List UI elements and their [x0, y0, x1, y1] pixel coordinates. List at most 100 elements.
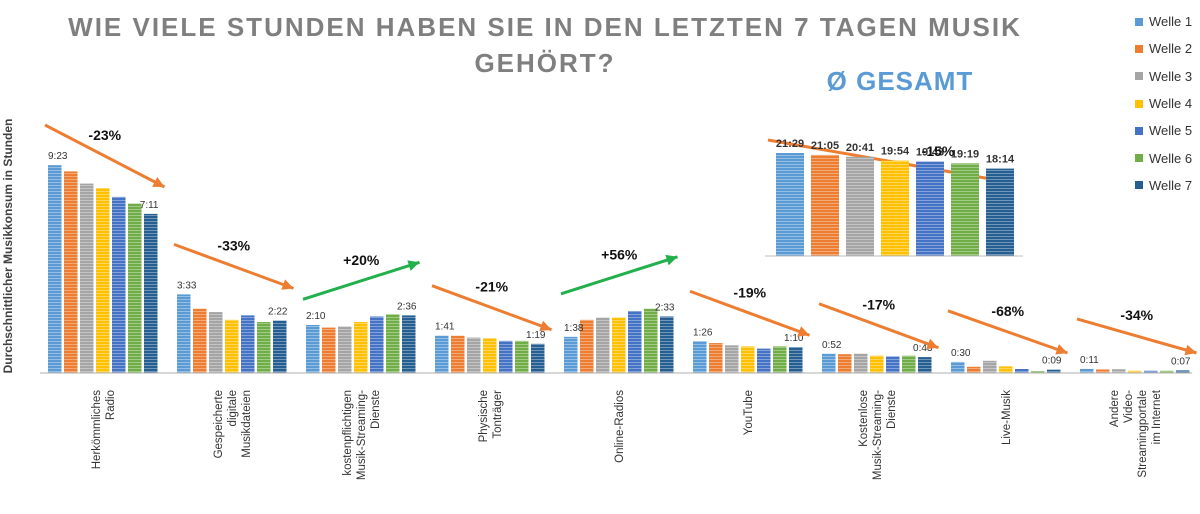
bar-texture	[467, 337, 481, 373]
value-labels-group: 9:23 7:11 -23% 3:33 2:22 -33% 2:10 2:36 +20% 1:41…	[48, 127, 1191, 367]
legend-label: Welle 7	[1149, 177, 1193, 193]
category-label-line: Streamingportale	[1137, 390, 1149, 478]
bar-texture	[902, 355, 916, 373]
bar-texture	[128, 203, 142, 373]
data-label-first: 1:26	[693, 327, 713, 338]
data-label-first: 2:10	[306, 311, 326, 322]
data-label-last: 0:07	[1171, 356, 1191, 367]
bar-texture	[1112, 369, 1126, 373]
category-label-line: Andere	[1109, 390, 1121, 427]
percent-change-label: +56%	[601, 246, 638, 262]
legend-item: Welle 5	[1135, 117, 1192, 144]
inset-bar-texture	[846, 156, 874, 256]
bar-texture	[951, 361, 965, 373]
category-label-line: Video-	[1123, 390, 1135, 423]
category-label: Andere Video- Streamingportale im Internet	[1109, 389, 1163, 477]
category-label-line: Musik-Streaming-	[356, 390, 368, 480]
bar-texture	[273, 320, 287, 373]
bar-texture	[660, 316, 674, 373]
bar-texture	[596, 317, 610, 373]
bar-texture	[612, 317, 626, 373]
category-label-line: YouTube	[743, 390, 755, 435]
bar-texture	[531, 343, 545, 373]
bar-texture	[983, 360, 997, 373]
legend-swatch	[1135, 72, 1143, 81]
category-labels-group: Herkömmliches Radio Gespeicherte digitale Mu…	[91, 389, 1163, 480]
category-label-line: Dienste	[370, 390, 382, 429]
bar-texture	[1015, 369, 1029, 373]
legend-swatch	[1135, 154, 1143, 163]
percent-change-label: -19%	[733, 284, 766, 300]
category-label: Gespeicherte digitale Musikdateien	[213, 390, 253, 458]
category-label: Online-Radios	[614, 390, 626, 463]
bar-texture	[838, 354, 852, 373]
category-label-line: Radio	[105, 390, 117, 420]
bar-texture	[789, 347, 803, 373]
legend-label: Welle 1	[1149, 14, 1193, 30]
legend-swatch	[1135, 17, 1143, 26]
trend-arrow-down	[44, 123, 166, 189]
bar-texture	[80, 183, 94, 373]
data-label-first: 1:38	[564, 323, 584, 334]
inset-data-label: 19:19	[951, 148, 979, 160]
bar-texture	[1096, 369, 1110, 373]
bar-texture	[386, 314, 400, 373]
inset-data-label: 19:54	[881, 146, 910, 158]
data-label-first: 9:23	[48, 151, 68, 162]
inset-data-label: 21:05	[811, 140, 839, 152]
bar-texture	[693, 341, 707, 373]
legend-item: Welle 6	[1135, 144, 1192, 171]
bar-texture	[48, 165, 62, 373]
bar-texture	[96, 188, 110, 373]
inset-chart-group: 21:29 21:05 20:41 19:54 19:43 19:19 18:14 -15%	[765, 138, 1023, 257]
inset-data-label: 18:14	[986, 154, 1015, 166]
legend-label: Welle 2	[1149, 41, 1193, 57]
legend-item: Welle 2	[1135, 35, 1192, 62]
bar-texture	[999, 366, 1013, 373]
category-label-line: Live-Musik	[1001, 390, 1013, 445]
legend-swatch	[1135, 44, 1143, 53]
category-label: kostenpflichtigen Musik-Streaming- Dienste	[342, 390, 382, 480]
legend-label: Welle 6	[1149, 150, 1193, 166]
bar-texture	[338, 326, 352, 373]
legend-item: Welle 1	[1135, 8, 1192, 35]
chart-title-line-2: GEHÖRT?	[474, 48, 616, 78]
trend-arrow-down	[818, 302, 940, 350]
legend-swatch	[1135, 99, 1143, 108]
inset-bar-texture	[951, 163, 979, 256]
category-label-line: Musik-Streaming-	[872, 390, 884, 480]
inset-data-label: 21:29	[776, 138, 804, 150]
bar-texture	[435, 335, 449, 373]
category-label-line: Musikdateien	[241, 390, 253, 458]
data-label-last: 2:22	[268, 307, 288, 318]
data-label-last: 0:09	[1042, 356, 1062, 367]
bar-texture	[644, 308, 658, 373]
bar-texture	[451, 335, 465, 373]
percent-change-label: -17%	[862, 297, 895, 313]
category-label-line: digitale	[227, 390, 239, 426]
bar-texture	[177, 294, 191, 373]
bar-texture	[1031, 371, 1045, 373]
legend-swatch	[1135, 126, 1143, 135]
category-label-line: Physische	[478, 390, 490, 442]
data-label-first: 3:33	[177, 280, 197, 291]
percent-change-label: -21%	[475, 279, 508, 295]
data-label-first: 0:30	[951, 348, 971, 359]
bar-texture	[1160, 370, 1174, 373]
category-label-line: kostenpflichtigen	[342, 390, 354, 476]
percent-change-label: -34%	[1120, 307, 1153, 323]
legend: Welle 1 Welle 2 Welle 3 Welle 4 Welle 5 Welle…	[1135, 8, 1192, 199]
trend-arrow-up	[302, 260, 420, 301]
trend-arrow-down	[173, 242, 295, 290]
bar-texture	[822, 353, 836, 373]
category-label-line: Tonträger	[492, 390, 504, 439]
bar-texture	[967, 366, 981, 373]
bar-texture	[370, 316, 384, 373]
percent-change-label: +20%	[343, 252, 380, 268]
category-label-line: Gespeicherte	[213, 390, 225, 458]
bar-texture	[241, 315, 255, 373]
legend-item: Welle 4	[1135, 90, 1192, 117]
bar-texture	[483, 338, 497, 373]
